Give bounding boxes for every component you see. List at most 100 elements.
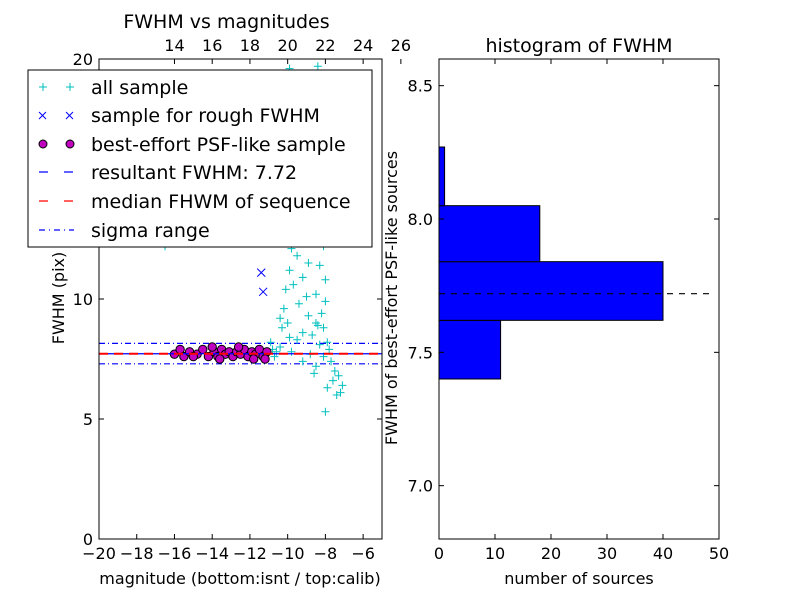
rough-sample-point (258, 287, 268, 297)
left-chart-title: FWHM vs magnitudes (123, 11, 329, 33)
psf-sample-point (260, 354, 270, 364)
left-y-axis-label: FWHM (pix) (49, 252, 68, 345)
all-sample-point (266, 338, 275, 347)
all-sample-point (304, 311, 313, 320)
legend-label-sigma-range: sigma range (91, 220, 210, 242)
all-sample-point (287, 347, 296, 356)
all-sample-point (298, 357, 307, 366)
legend-entry-all-sample: all sample (39, 77, 188, 99)
all-sample-point (325, 345, 334, 354)
all-sample-point (336, 388, 345, 397)
all-sample-point (304, 259, 313, 267)
legend: all sample sample for rough FWHM best-ef… (27, 69, 373, 248)
all-sample-point (272, 347, 281, 356)
all-sample-point (279, 304, 288, 313)
all-sample-point (338, 381, 347, 390)
legend-entry-rough-sample: sample for rough FWHM (38, 105, 320, 127)
x-tick-label: 40 (653, 544, 673, 563)
x-tick-label: −8 (314, 544, 338, 563)
legend-label-all-sample: all sample (91, 77, 188, 99)
all-sample-point (330, 367, 339, 375)
x-tick-label: −12 (233, 544, 267, 563)
right-plot-frame (438, 58, 720, 540)
all-sample-point (302, 292, 311, 301)
y-tick-label: 0 (83, 530, 93, 549)
all-sample-point (315, 340, 324, 349)
all-sample-point (319, 323, 328, 332)
all-sample-point (327, 357, 336, 366)
histogram-bar (438, 205, 541, 263)
histogram-bar (438, 319, 502, 380)
rough-sample-point (256, 268, 266, 277)
all-sample-point (310, 369, 319, 378)
all-sample-point (321, 297, 330, 306)
x-tick-label: −18 (120, 544, 154, 563)
right-axis-ticks: 0 10 20 30 40 50 7.0 7.5 8.0 8.5 (408, 59, 729, 563)
psf-sample-point (198, 344, 208, 355)
all-sample-point (321, 275, 330, 284)
top-x-tick-label: 16 (202, 36, 222, 55)
all-sample-point (328, 376, 337, 385)
all-sample-point (283, 319, 292, 327)
all-sample-point (311, 319, 320, 327)
legend-label-median-fwhm: median FHWM of sequence (91, 191, 351, 213)
all-sample-point (308, 331, 317, 339)
all-sample-point (311, 362, 320, 371)
all-sample-point (276, 314, 285, 323)
all-sample-point (313, 62, 322, 71)
legend-label-rough-sample: sample for rough FWHM (91, 105, 320, 127)
right-plot-panel: 0 10 20 30 40 50 7.0 7.5 8.0 8.5 histogram of FWH… (382, 35, 729, 588)
legend-label-resultant-fwhm: resultant FWHM: 7.72 (91, 162, 297, 184)
all-sample-point (334, 371, 343, 380)
legend-marker-circle-icon (38, 139, 75, 149)
histogram-bar (438, 261, 664, 321)
right-chart-title: histogram of FWHM (485, 35, 672, 57)
y-tick-label: 20 (73, 50, 93, 69)
all-sample-point (298, 328, 307, 337)
psf-sample-point (249, 354, 259, 364)
all-sample-point (298, 273, 307, 282)
psf-sample-point (207, 342, 217, 352)
top-x-tick-label: 26 (391, 36, 411, 55)
x-tick-label: −14 (195, 544, 229, 563)
legend-marker-plus-icon (39, 83, 74, 91)
all-sample-point (323, 383, 332, 392)
y-tick-label: 7.0 (408, 477, 433, 496)
right-plot-content (438, 146, 711, 380)
psf-sample-point (233, 342, 244, 352)
all-sample-point (276, 343, 285, 351)
y-tick-label: 10 (73, 290, 93, 309)
y-tick-label: 8.5 (408, 77, 433, 96)
y-tick-label: 7.5 (408, 343, 433, 362)
legend-marker-cross-icon (38, 111, 74, 120)
top-x-tick-label: 22 (315, 36, 335, 55)
left-x-axis-label: magnitude (bottom:isnt / top:calib) (99, 569, 380, 588)
all-sample-point (294, 299, 303, 308)
top-x-tick-label: 18 (240, 36, 260, 55)
all-sample-point (293, 251, 302, 260)
legend-entry-median-fwhm: median FHWM of sequence (39, 191, 351, 213)
all-sample-point (281, 285, 290, 294)
x-tick-label: 0 (434, 544, 444, 563)
x-tick-label: −10 (271, 544, 305, 563)
all-sample-point (321, 407, 330, 416)
histogram-bar (438, 146, 446, 207)
psf-sample-point (215, 354, 225, 364)
all-sample-point (323, 338, 332, 347)
legend-entry-sigma-range: sigma range (39, 220, 210, 242)
right-x-axis-label: number of sources (504, 569, 654, 588)
x-tick-label: 30 (597, 544, 617, 563)
top-x-tick-label: 14 (164, 36, 184, 55)
legend-box (27, 69, 373, 248)
x-tick-label: 20 (541, 544, 561, 563)
x-tick-label: 10 (485, 544, 505, 563)
all-sample-point (285, 266, 294, 275)
all-sample-point (289, 280, 298, 289)
legend-entry-resultant-fwhm: resultant FWHM: 7.72 (39, 162, 297, 184)
top-x-tick-label: 24 (353, 36, 373, 55)
all-sample-point (315, 261, 324, 270)
y-tick-label: 5 (83, 410, 93, 429)
legend-entry-psf-sample: best-effort PSF-like sample (38, 134, 346, 156)
